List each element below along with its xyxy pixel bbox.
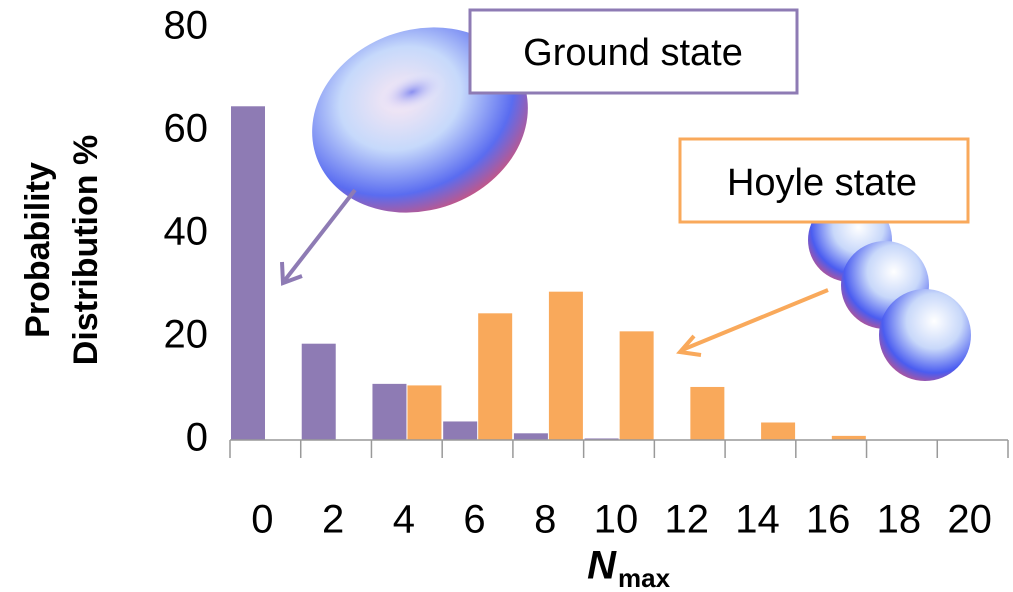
x-tick-label: 10 bbox=[594, 498, 639, 542]
bar bbox=[372, 384, 406, 440]
x-tick-label: 14 bbox=[735, 498, 780, 542]
arrow bbox=[682, 290, 828, 350]
x-tick-label: 16 bbox=[806, 498, 851, 542]
bar bbox=[620, 331, 654, 440]
bar bbox=[443, 421, 477, 440]
y-tick-label: 60 bbox=[164, 107, 209, 151]
bar bbox=[549, 292, 583, 440]
x-tick-label: 4 bbox=[393, 498, 415, 542]
bar bbox=[478, 313, 512, 440]
y-axis-label: Distribution % bbox=[67, 135, 105, 365]
bar bbox=[514, 433, 548, 440]
bar bbox=[690, 387, 724, 440]
y-tick-label: 0 bbox=[186, 416, 208, 460]
bar bbox=[302, 344, 336, 440]
x-tick-label: 12 bbox=[664, 498, 709, 542]
y-axis-label: Probability bbox=[19, 162, 57, 338]
y-tick-label: 20 bbox=[164, 313, 209, 357]
x-tick-label: 8 bbox=[534, 498, 556, 542]
bar bbox=[407, 385, 441, 440]
x-axis-label-sub: max bbox=[618, 563, 671, 592]
hoyle-state-image bbox=[808, 198, 971, 381]
chart: Ground state Hoyle state Probability Dis… bbox=[0, 0, 1013, 592]
y-tick-label: 40 bbox=[164, 210, 209, 254]
legend-label: Ground state bbox=[523, 32, 743, 74]
y-tick-label: 80 bbox=[164, 4, 209, 48]
x-axis-label: N bbox=[587, 544, 617, 588]
x-tick-label: 18 bbox=[877, 498, 922, 542]
x-tick-label: 0 bbox=[251, 498, 273, 542]
bar bbox=[761, 422, 795, 440]
x-tick-label: 2 bbox=[322, 498, 344, 542]
x-tick-label: 20 bbox=[947, 498, 992, 542]
legend-label: Hoyle state bbox=[727, 162, 917, 204]
bar bbox=[231, 106, 265, 440]
x-tick-label: 6 bbox=[463, 498, 485, 542]
arrow bbox=[285, 190, 355, 280]
